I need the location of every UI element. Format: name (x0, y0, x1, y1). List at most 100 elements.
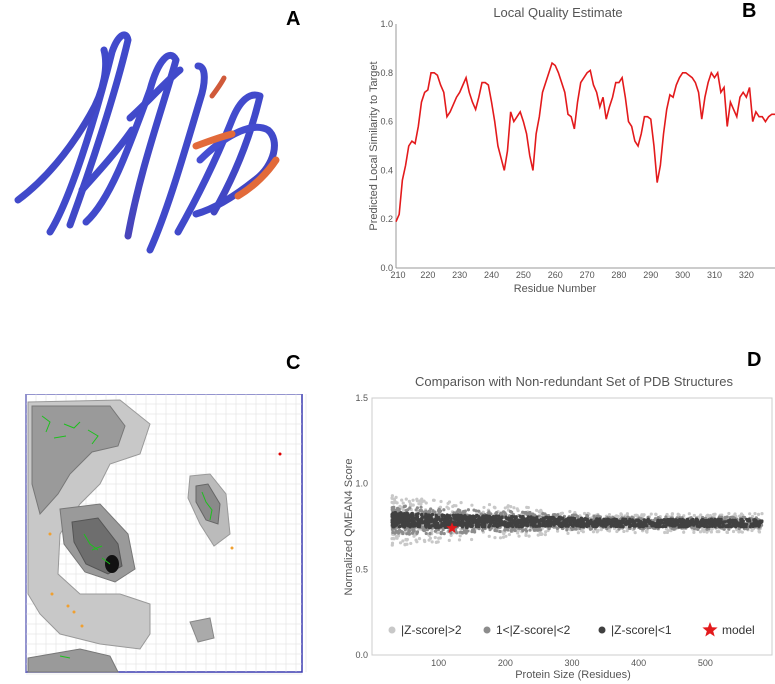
chart-d-point (691, 524, 695, 528)
chart-d-point (397, 522, 401, 527)
chart-d-point (437, 536, 441, 540)
chart-d-point (397, 514, 401, 518)
chart-d-point (720, 523, 725, 527)
chart-d-point (554, 521, 558, 526)
chart-d-point (750, 528, 754, 533)
chart-d-point (435, 540, 439, 544)
chart-d-point (415, 531, 419, 535)
chart-d-point (670, 512, 675, 516)
chart-d-point (547, 523, 551, 527)
chart-d-point (667, 521, 671, 525)
chart-d-point (627, 517, 631, 522)
chart-d-point (404, 510, 408, 515)
chart-d-point (525, 512, 529, 516)
chart-d-point (656, 525, 660, 529)
chart-d-point (478, 516, 482, 521)
chart-d-point (612, 518, 616, 522)
chart-d-point (494, 514, 498, 518)
chart-d-point (671, 524, 675, 528)
chart-d-point (390, 543, 394, 547)
chart-d-point (748, 525, 752, 529)
chart-d-point (495, 517, 499, 521)
chart-d-point (603, 525, 608, 529)
chart-d-point (473, 527, 477, 531)
chart-d-point (632, 519, 636, 524)
chart-d-point (496, 526, 500, 530)
chart-d-point (507, 525, 511, 530)
panel-label-a: A (286, 8, 301, 30)
chart-d-point (460, 522, 464, 527)
chart-d-point (664, 515, 668, 519)
chart-d-point (553, 518, 557, 522)
chart-d-points (390, 494, 764, 547)
chart-d-point (510, 514, 514, 518)
chart-d-point (548, 518, 552, 522)
chart-d-point (728, 522, 732, 526)
chart-d-point (402, 524, 406, 528)
chart-d-point (489, 522, 493, 526)
chart-d-point (463, 517, 467, 521)
chart-d-point (531, 523, 535, 527)
chart-d-point (603, 521, 607, 525)
chart-d-point (514, 516, 518, 520)
chart-d-point (612, 524, 616, 528)
chart-d-point (452, 511, 456, 515)
chart-d-point (392, 515, 396, 519)
chart-d-point (575, 514, 579, 518)
chart-d-point (533, 520, 538, 524)
chart-d-point (442, 523, 446, 528)
chart-d-point (394, 515, 399, 519)
chart-d-point (665, 518, 669, 522)
chart-d-point (405, 523, 409, 527)
chart-d-point (423, 515, 427, 519)
chart-d-point (728, 519, 732, 523)
chart-d-point (639, 521, 644, 525)
chart-d-point (547, 515, 552, 520)
chart-d-point (521, 510, 525, 514)
chart-d-point (506, 524, 510, 529)
chart-d-point (619, 524, 623, 529)
chart-d-point (595, 520, 600, 524)
chart-d-point (502, 521, 507, 526)
chart-d-point (546, 526, 550, 530)
chart-d-point (402, 508, 406, 512)
chart-d-point (633, 524, 638, 528)
chart-d-point (660, 519, 664, 523)
chart-d-point (621, 525, 625, 529)
chart-d-point (517, 513, 521, 518)
chart-d-point (626, 522, 631, 526)
chart-d-point (417, 518, 421, 522)
chart-d-point (420, 515, 424, 519)
chart-d-point (657, 523, 661, 527)
chart-d-point (643, 521, 647, 526)
chart-d-point (554, 520, 558, 524)
chart-d-point (706, 513, 710, 517)
chart-d-point (732, 516, 737, 520)
chart-d-point (640, 513, 644, 517)
chart-d-point (408, 502, 413, 506)
chart-d-point (390, 524, 394, 528)
chart-d-point (511, 520, 515, 524)
chart-d-point (689, 525, 693, 529)
chart-d-point (550, 518, 554, 522)
chart-d-point (521, 516, 525, 521)
chart-d-point (568, 521, 572, 526)
chart-d-point (477, 517, 482, 521)
chart-d-point (391, 506, 395, 511)
chart-d-point (665, 515, 669, 519)
chart-d-point (425, 514, 429, 518)
chart-d-point (451, 523, 455, 527)
chart-d-point (605, 522, 609, 526)
chart-d-point (646, 519, 650, 523)
chart-d-point (522, 523, 527, 527)
chart-d-point (591, 524, 595, 528)
chart-d-point (646, 517, 650, 521)
chart-d-point (739, 520, 743, 524)
chart-d-point (464, 527, 468, 531)
chart-d-point (461, 509, 466, 514)
chart-d-point (598, 517, 602, 521)
chart-d-point (491, 517, 496, 521)
chart-d-point (416, 512, 420, 516)
chart-d-point (397, 519, 401, 523)
chart-d-point (437, 513, 441, 517)
